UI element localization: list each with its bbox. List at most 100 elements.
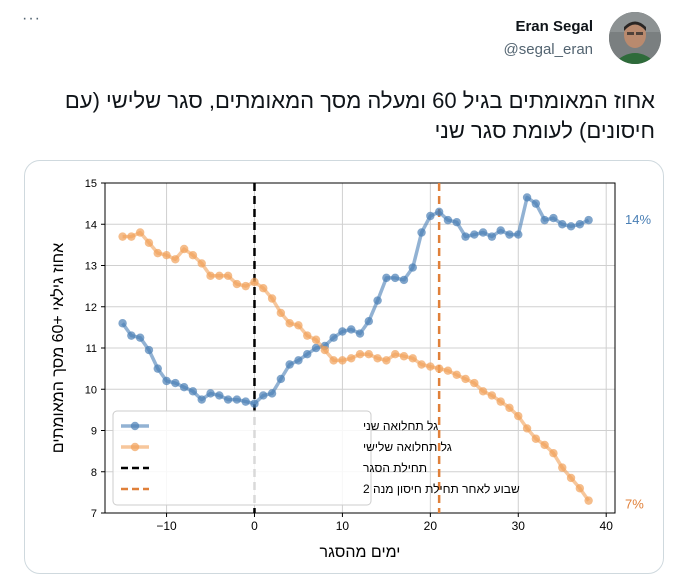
data-point — [443, 366, 453, 375]
data-point — [206, 389, 215, 398]
data-point — [382, 273, 391, 283]
data-point — [171, 255, 180, 264]
data-point — [267, 294, 277, 303]
data-point — [522, 424, 532, 433]
data-point — [558, 463, 567, 472]
data-point — [487, 232, 497, 241]
data-point — [294, 356, 303, 365]
data-point — [232, 395, 242, 404]
data-point — [575, 484, 585, 493]
y-tick-label: 12 — [85, 302, 97, 314]
data-point — [531, 199, 541, 208]
author-handle[interactable]: @segal_eran — [503, 41, 593, 58]
data-point — [496, 397, 505, 406]
data-point — [417, 360, 426, 369]
data-point — [434, 207, 444, 217]
data-point — [408, 263, 417, 272]
data-point — [496, 226, 505, 235]
data-point — [540, 440, 549, 450]
chart: −10 0 10 20 30 40 7 8 9 10 11 12 13 14 15 גל תחלואה שנ… — [49, 178, 651, 561]
legend-third-wave-label: גל תחלואה שלישי — [363, 440, 452, 454]
avatar-photo-icon — [609, 12, 661, 64]
data-point — [452, 370, 461, 380]
data-point — [162, 376, 171, 386]
data-point — [197, 259, 206, 268]
more-options-icon[interactable]: ··· — [22, 10, 41, 27]
x-tick-label: 10 — [336, 519, 350, 533]
data-point — [514, 411, 523, 421]
data-point — [223, 271, 233, 281]
data-point — [162, 250, 171, 260]
data-point — [566, 473, 576, 483]
legend-box — [112, 410, 372, 506]
data-point — [259, 391, 268, 400]
data-point — [452, 217, 461, 227]
data-point — [514, 230, 523, 239]
data-point — [584, 215, 593, 225]
data-point — [364, 316, 373, 326]
data-point — [179, 244, 189, 254]
legend-vaccine-dose2-label: שבוע לאחר תחילת חיסון מנה 2 — [363, 482, 520, 496]
y-tick-label: 15 — [85, 178, 97, 190]
chart-card[interactable]: −10 0 10 20 30 40 7 8 9 10 11 12 13 14 15 גל תחלואה שנ… — [24, 160, 664, 574]
x-tick-label: 0 — [251, 519, 258, 533]
data-point — [390, 273, 400, 283]
y-tick-label: 11 — [86, 343, 97, 355]
data-point — [118, 232, 127, 241]
data-point — [294, 321, 303, 330]
data-point — [285, 319, 294, 328]
data-point — [382, 356, 391, 365]
data-point — [417, 228, 426, 237]
data-point — [188, 387, 198, 396]
data-point — [267, 389, 277, 398]
x-tick-label: 40 — [600, 519, 614, 533]
x-axis-label: ימים מהסגר — [320, 544, 401, 561]
data-point — [575, 220, 585, 229]
data-point — [426, 362, 435, 371]
data-point — [259, 283, 268, 293]
data-point — [127, 232, 136, 241]
data-point — [127, 331, 136, 340]
data-point — [223, 395, 233, 404]
data-point — [241, 397, 250, 406]
data-point — [303, 331, 312, 340]
data-point — [347, 325, 356, 334]
data-point — [329, 333, 338, 342]
author-block[interactable]: Eran Segal @segal_eran — [504, 18, 593, 58]
data-point — [135, 228, 145, 237]
data-point — [171, 378, 180, 388]
avatar[interactable] — [609, 12, 661, 64]
data-point — [399, 275, 409, 285]
data-point — [505, 230, 514, 239]
data-point — [250, 399, 259, 408]
y-tick-label: 8 — [91, 467, 97, 479]
data-point — [461, 232, 470, 241]
data-point — [153, 248, 162, 258]
x-tick-label: 20 — [424, 519, 438, 533]
data-point — [355, 349, 365, 359]
data-point — [303, 349, 312, 359]
data-point — [241, 281, 250, 291]
annotation-14-percent: 14% — [625, 212, 651, 227]
data-point — [373, 296, 382, 305]
data-point — [487, 391, 497, 400]
data-point — [355, 329, 365, 338]
author-name[interactable]: Eran Segal — [515, 18, 593, 35]
data-point — [434, 364, 444, 373]
data-point — [311, 335, 321, 344]
data-point — [470, 378, 479, 388]
data-point — [311, 343, 321, 353]
data-point — [329, 356, 338, 365]
data-point — [276, 374, 286, 384]
data-point — [206, 271, 215, 281]
data-point — [338, 327, 347, 336]
legend-second-wave-label: גל תחלואה שני — [363, 419, 438, 433]
data-point — [338, 356, 347, 365]
data-point — [250, 277, 259, 287]
data-point — [399, 352, 409, 361]
y-tick-label: 7 — [91, 508, 97, 520]
x-tick-label: −10 — [156, 519, 177, 533]
data-point — [118, 319, 127, 328]
data-point — [566, 222, 576, 231]
legend-lockdown-start-label: תחילת הסגר — [363, 461, 427, 475]
